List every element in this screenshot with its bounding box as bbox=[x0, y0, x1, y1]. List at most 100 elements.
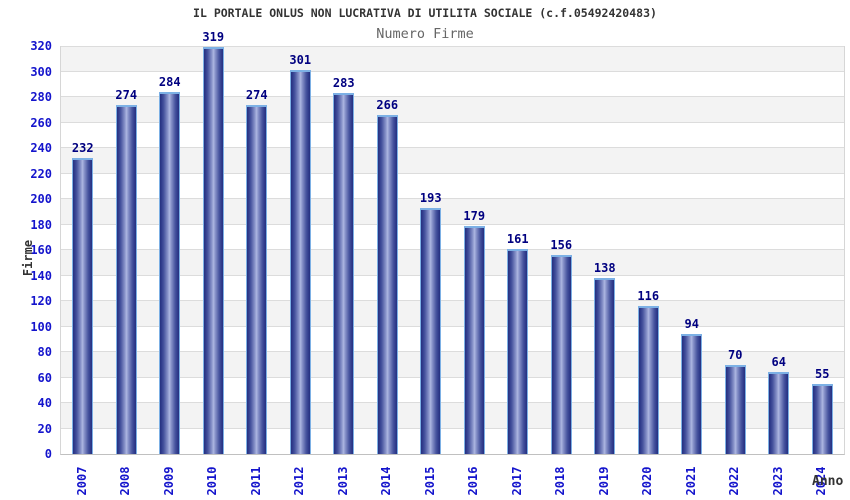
plot-band bbox=[61, 97, 844, 123]
x-axis-title: Anno bbox=[812, 474, 844, 489]
plot-band bbox=[61, 352, 844, 378]
bar-value-label: 274 bbox=[115, 87, 138, 102]
bar-value-label: 161 bbox=[506, 231, 529, 246]
plot-band bbox=[61, 377, 844, 403]
x-axis-tick-label: 2008 bbox=[118, 466, 133, 496]
bar-2019 bbox=[594, 278, 616, 454]
x-axis-tick-label: 2021 bbox=[683, 466, 698, 496]
bar-2016 bbox=[463, 225, 485, 454]
bar-2023 bbox=[768, 372, 790, 454]
bar-value-label: 232 bbox=[71, 141, 94, 156]
bar-value-label: 179 bbox=[463, 208, 486, 223]
bar-value-label: 266 bbox=[376, 97, 399, 112]
gridline bbox=[61, 427, 844, 429]
x-axis-tick-label: 2015 bbox=[422, 466, 437, 496]
chart-title: IL PORTALE ONLUS NON LUCRATIVA DI UTILIT… bbox=[193, 6, 657, 20]
y-axis-tick-label: 220 bbox=[30, 166, 52, 181]
bar-2020 bbox=[637, 306, 659, 454]
chart-subtitle: Numero Firme bbox=[376, 26, 474, 42]
bar-2007 bbox=[72, 158, 94, 454]
x-axis-tick-label: 2019 bbox=[596, 466, 611, 496]
gridline bbox=[61, 351, 844, 352]
bar-2014 bbox=[376, 114, 398, 454]
plot-band bbox=[61, 275, 844, 301]
y-axis-tick-label: 0 bbox=[44, 447, 52, 461]
plot-band bbox=[61, 148, 844, 174]
bar-value-label: 55 bbox=[815, 366, 830, 381]
plot-band bbox=[61, 326, 844, 352]
gridline bbox=[61, 223, 844, 225]
plot-band bbox=[61, 403, 844, 429]
x-axis-tick-label: 2016 bbox=[466, 466, 481, 496]
gridline bbox=[61, 198, 844, 199]
y-axis-tick-label: 300 bbox=[30, 64, 52, 79]
bar-value-label: 116 bbox=[637, 289, 660, 304]
y-axis-tick-label: 180 bbox=[30, 217, 52, 232]
x-axis-tick-label: 2010 bbox=[205, 466, 220, 496]
x-axis-tick-label: 2020 bbox=[640, 466, 655, 496]
bar-value-label: 284 bbox=[158, 74, 181, 89]
bar-value-label: 193 bbox=[419, 190, 442, 205]
y-axis-tick-label: 280 bbox=[30, 90, 52, 104]
bar-2024 bbox=[811, 383, 833, 454]
x-axis-tick-label: 2018 bbox=[553, 466, 568, 496]
bar-value-label: 70 bbox=[728, 347, 743, 362]
bar-value-label: 274 bbox=[245, 87, 268, 102]
bar-2022 bbox=[724, 364, 746, 454]
x-axis-tick-label: 2009 bbox=[161, 466, 176, 496]
plot-band bbox=[61, 122, 844, 148]
y-axis-tick-label: 240 bbox=[30, 141, 52, 155]
bar-2009 bbox=[159, 91, 181, 454]
y-axis-tick-label: 20 bbox=[37, 421, 52, 436]
y-axis-title: Firme bbox=[21, 239, 35, 277]
plot-band bbox=[61, 428, 844, 454]
y-axis-tick-label: 320 bbox=[30, 39, 52, 53]
y-axis-tick-label: 140 bbox=[30, 268, 52, 283]
x-axis-tick-label: 2012 bbox=[292, 466, 307, 496]
bar-value-label: 301 bbox=[289, 53, 312, 68]
bar-2017 bbox=[507, 248, 529, 454]
gridline bbox=[61, 70, 844, 72]
bar-value-label: 156 bbox=[550, 238, 573, 253]
x-axis-tick-label: 2022 bbox=[727, 466, 742, 496]
bar-value-label: 138 bbox=[593, 261, 616, 276]
plot-band bbox=[61, 224, 844, 250]
x-axis-tick-label: 2023 bbox=[770, 466, 785, 496]
x-axis-tick-label: 2007 bbox=[74, 466, 89, 496]
x-axis-tick-label: 2017 bbox=[509, 466, 524, 496]
bar-2018 bbox=[550, 255, 572, 454]
bar-value-label: 283 bbox=[332, 76, 355, 91]
gridline bbox=[61, 249, 844, 250]
plot-band bbox=[61, 71, 844, 97]
gridline bbox=[61, 402, 844, 403]
gridline bbox=[61, 300, 844, 301]
gridline bbox=[61, 325, 844, 327]
bar-2013 bbox=[333, 93, 355, 454]
gridline bbox=[61, 96, 844, 97]
x-axis-tick-label: 2013 bbox=[335, 466, 350, 496]
plot-band bbox=[61, 46, 844, 72]
y-axis-tick-label: 260 bbox=[30, 115, 52, 130]
plot-band bbox=[61, 199, 844, 225]
bar-2015 bbox=[420, 207, 442, 454]
bar-value-label: 319 bbox=[202, 30, 225, 45]
y-axis-tick-label: 160 bbox=[30, 243, 52, 257]
gridline bbox=[61, 172, 844, 174]
y-axis-tick-label: 200 bbox=[30, 192, 52, 206]
gridline bbox=[61, 147, 844, 148]
bar-value-label: 94 bbox=[684, 317, 699, 332]
x-axis-tick-label: 2011 bbox=[248, 466, 263, 496]
y-axis-tick-label: 40 bbox=[37, 396, 52, 410]
bar-2021 bbox=[681, 334, 703, 454]
bar-2008 bbox=[115, 104, 137, 454]
bar-2010 bbox=[202, 47, 224, 454]
bar-2011 bbox=[246, 104, 268, 454]
x-axis-tick-label: 2014 bbox=[379, 466, 394, 496]
gridline bbox=[61, 376, 844, 378]
gridline bbox=[61, 274, 844, 276]
y-axis-tick-label: 80 bbox=[37, 345, 52, 359]
plot-band bbox=[61, 250, 844, 276]
plot-band bbox=[61, 301, 844, 327]
y-axis-tick-label: 100 bbox=[30, 319, 52, 334]
